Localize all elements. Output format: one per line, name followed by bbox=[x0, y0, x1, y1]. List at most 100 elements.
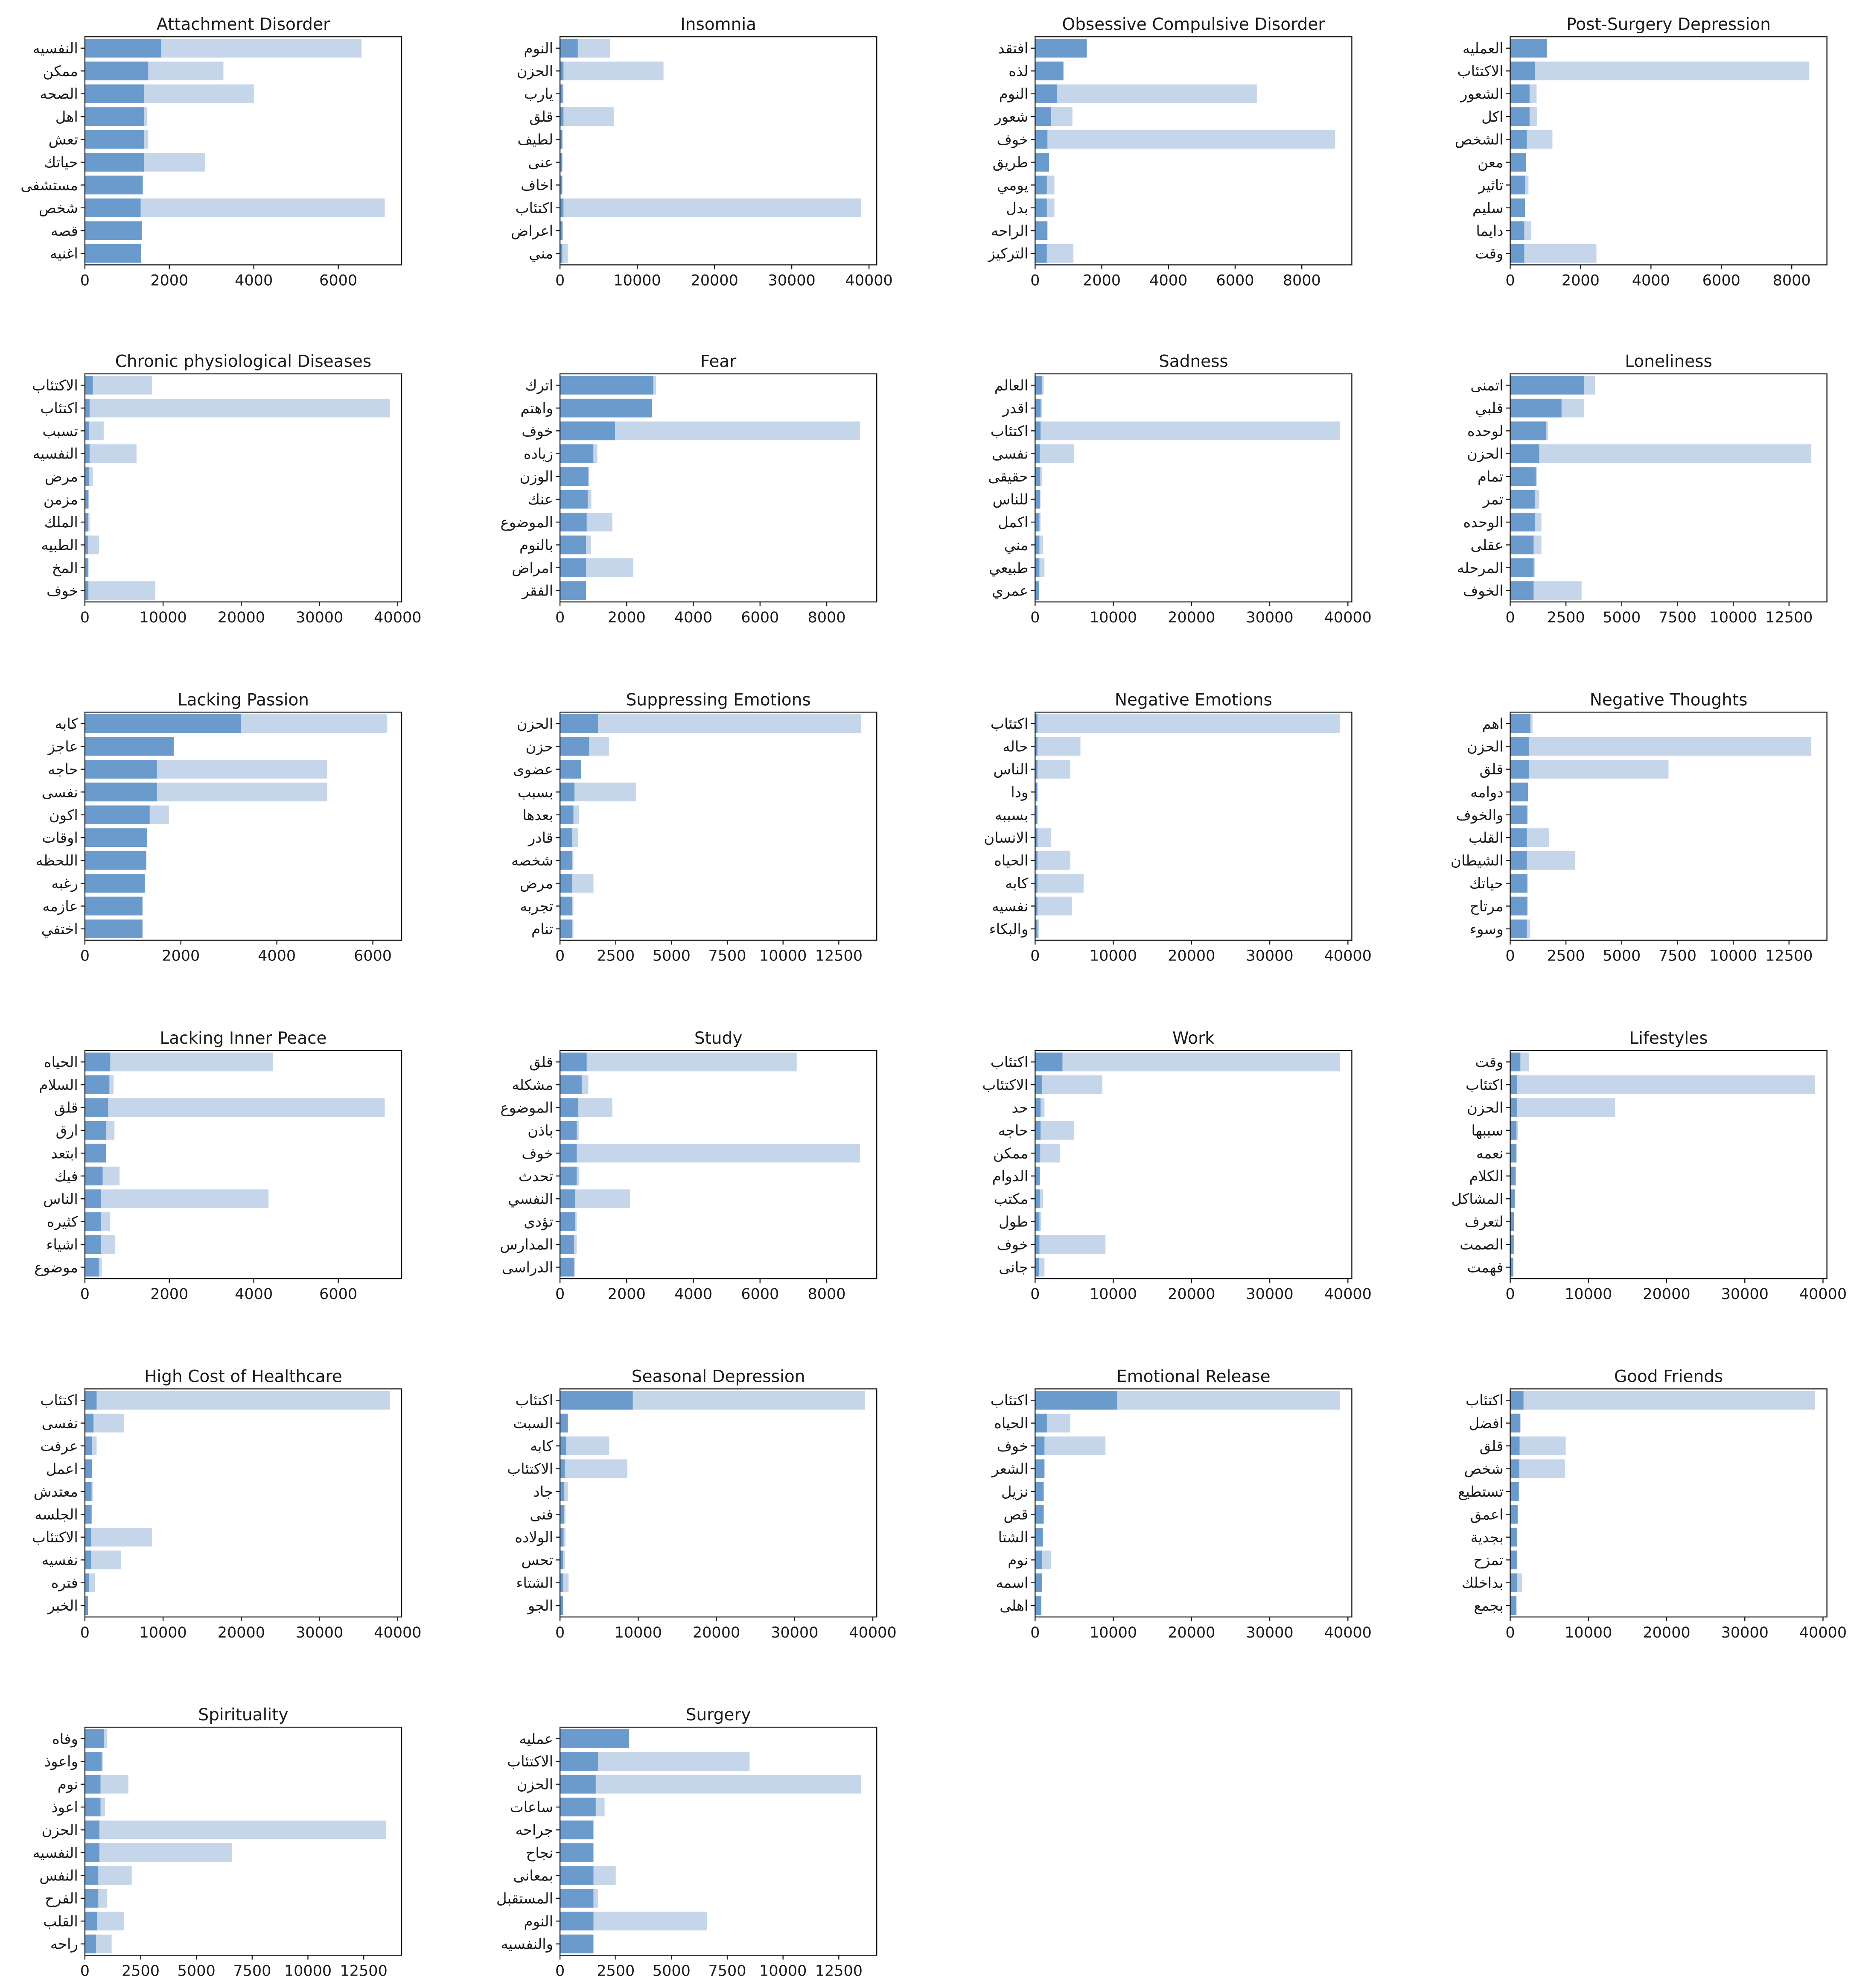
category-label: ودا bbox=[1011, 784, 1028, 801]
category-label: اوقات bbox=[42, 829, 78, 847]
bar-total bbox=[1035, 1075, 1102, 1094]
bar-total bbox=[560, 1144, 860, 1163]
category-label: الحزن bbox=[517, 1776, 553, 1793]
chart-title: Work bbox=[1172, 1029, 1215, 1048]
category-label: حقيقى bbox=[988, 468, 1028, 485]
category-label: والنفسيه bbox=[501, 1936, 554, 1953]
category-label: الدوام bbox=[992, 1168, 1029, 1185]
category-label: الناس bbox=[993, 761, 1028, 778]
bar-topic bbox=[1510, 513, 1535, 531]
bar-topic bbox=[1035, 714, 1038, 733]
bar-topic bbox=[560, 851, 572, 870]
bar-topic bbox=[85, 1596, 88, 1615]
bar-topic bbox=[1035, 1166, 1040, 1185]
bar-topic bbox=[1510, 1212, 1514, 1231]
category-label: المشاكل bbox=[1451, 1191, 1503, 1208]
category-label: عرفت bbox=[40, 1438, 78, 1455]
chart-panel: Study قلق مشكله الموضوع باذن خوف تحدث النفسي تؤد… bbox=[500, 1029, 877, 1303]
bar-topic bbox=[560, 1596, 563, 1615]
bar-topic bbox=[85, 490, 89, 509]
x-tick-label: 0 bbox=[1505, 948, 1515, 965]
x-tick-label: 40000 bbox=[1324, 609, 1372, 626]
category-label: شخص bbox=[1464, 1461, 1503, 1478]
bar-topic bbox=[1035, 444, 1040, 463]
bar-topic bbox=[1035, 759, 1038, 779]
bar-topic bbox=[85, 1482, 92, 1501]
category-label: القلب bbox=[43, 1913, 78, 1930]
bar-topic bbox=[1035, 874, 1038, 893]
category-label: بدل bbox=[1006, 200, 1028, 217]
bar-topic bbox=[1510, 1052, 1521, 1071]
bar-total bbox=[85, 398, 390, 417]
category-label: فيك bbox=[55, 1168, 78, 1185]
bar-topic bbox=[1035, 828, 1038, 847]
chart-panel: Work اكتئاب الاكتئاب حد حاجه ممكن الدوام مكتب طو… bbox=[982, 1029, 1372, 1303]
category-label: يومي bbox=[997, 177, 1029, 194]
chart-panel: Insomnia النوم الحزن يارب قلق لطيف عنى اخاف اكتئ… bbox=[511, 15, 893, 289]
category-label: اهم bbox=[1482, 715, 1503, 733]
category-label: مني bbox=[1004, 537, 1028, 554]
bar-topic bbox=[1035, 244, 1047, 263]
bar-total bbox=[85, 1391, 390, 1410]
bar-topic bbox=[85, 153, 144, 172]
bar-topic bbox=[560, 1889, 594, 1908]
bar-topic bbox=[1035, 1436, 1045, 1455]
category-label: اعمل bbox=[46, 1461, 78, 1478]
chart-panel: Attachment Disorder النفسيه ممكن الصحه اهل تع… bbox=[20, 15, 402, 289]
category-label: الانسان bbox=[984, 829, 1028, 847]
category-label: الحياه bbox=[994, 852, 1028, 870]
bar-topic bbox=[1510, 130, 1527, 149]
x-tick-label: 2000 bbox=[162, 948, 200, 965]
x-tick-label: 0 bbox=[1505, 272, 1515, 289]
bar-topic bbox=[1035, 782, 1038, 802]
bar-topic bbox=[1510, 1098, 1517, 1117]
bar-topic bbox=[85, 714, 241, 733]
x-tick-label: 10000 bbox=[1090, 1624, 1137, 1641]
bar-topic bbox=[85, 920, 143, 938]
bar-topic bbox=[560, 376, 653, 395]
category-label: الاكتئاب bbox=[1457, 63, 1504, 80]
category-label: اكتئاب bbox=[40, 400, 78, 417]
bar-total bbox=[560, 1459, 627, 1478]
bar-total bbox=[1035, 84, 1257, 103]
x-tick-label: 40000 bbox=[849, 1624, 896, 1641]
bar-topic bbox=[1510, 1596, 1517, 1615]
bar-topic bbox=[560, 874, 572, 893]
bar-topic bbox=[560, 805, 574, 824]
x-tick-label: 8000 bbox=[807, 609, 845, 626]
bar-topic bbox=[560, 1505, 564, 1524]
category-label: العمليه bbox=[1463, 40, 1504, 57]
x-tick-label: 0 bbox=[1030, 609, 1040, 626]
category-label: الجلسه bbox=[35, 1506, 78, 1523]
bar-topic bbox=[560, 153, 563, 172]
bar-topic bbox=[1510, 1573, 1517, 1592]
bar-total bbox=[1510, 1098, 1615, 1117]
chart-title: Suppressing Emotions bbox=[626, 690, 811, 709]
x-tick-label: 20000 bbox=[693, 1624, 740, 1641]
category-label: تستطيع bbox=[1458, 1483, 1503, 1500]
bar-topic bbox=[1510, 153, 1526, 172]
bar-total bbox=[85, 1052, 273, 1071]
bar-topic bbox=[1510, 581, 1534, 600]
bar-total bbox=[560, 1052, 797, 1071]
x-tick-label: 20000 bbox=[218, 1624, 265, 1641]
category-label: والخوف bbox=[1456, 807, 1503, 824]
category-label: القلب bbox=[1469, 829, 1504, 847]
bar-topic bbox=[560, 1166, 577, 1185]
category-label: فهمت bbox=[1467, 1259, 1504, 1276]
bar-total bbox=[85, 444, 137, 463]
category-label: واهتم bbox=[520, 400, 553, 417]
bar-topic bbox=[560, 759, 581, 779]
x-tick-label: 12500 bbox=[340, 1962, 388, 1979]
category-label: الاكتئاب bbox=[32, 1529, 78, 1546]
category-label: خوف bbox=[47, 582, 78, 599]
category-label: خوف bbox=[997, 1438, 1028, 1455]
category-label: اكتئاب bbox=[516, 200, 554, 217]
bar-total bbox=[1510, 1391, 1816, 1410]
bar-total bbox=[1510, 1075, 1816, 1094]
bar-topic bbox=[85, 1866, 99, 1885]
x-tick-label: 30000 bbox=[1721, 1624, 1769, 1641]
category-label: النفسيه bbox=[33, 446, 78, 463]
category-label: بالنوم bbox=[519, 537, 553, 554]
category-label: افتقد bbox=[998, 40, 1028, 57]
